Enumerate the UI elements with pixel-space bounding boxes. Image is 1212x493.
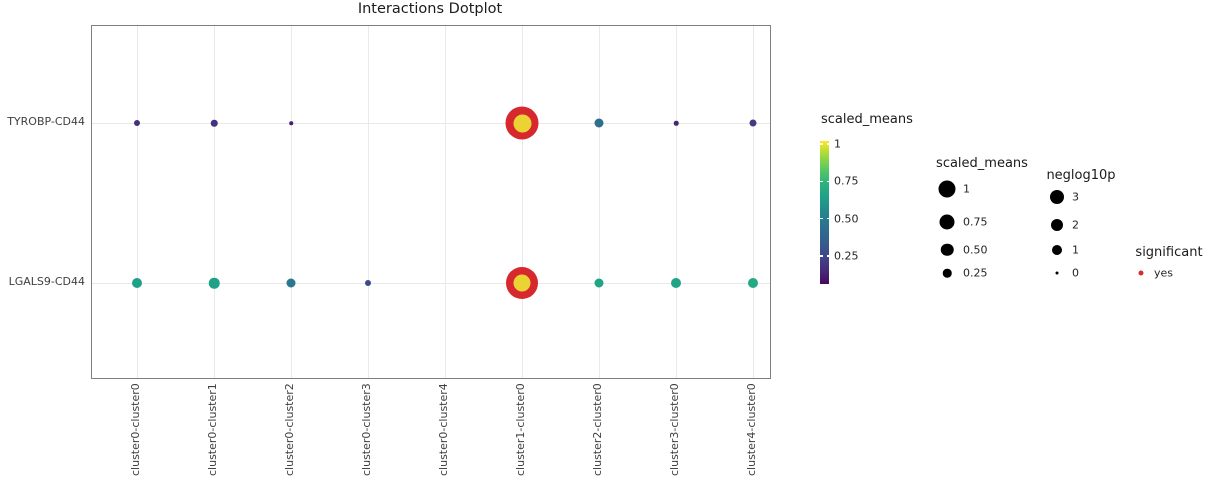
y-label-TYROBP-CD44: TYROBP-CD44 (7, 115, 85, 128)
size-legend-scaled-means-title: scaled_means (936, 156, 1028, 171)
colorbar-tick-label-1: 1 (834, 137, 841, 151)
dot-LGALS9-CD44-cluster0-cluster0 (132, 278, 142, 288)
dot-significant-LGALS9-CD44-cluster1-cluster0 (506, 267, 538, 299)
gridline-col-1 (213, 26, 215, 378)
gridline-col-7 (675, 26, 677, 378)
colorbar-tick-mark-right-1 (826, 180, 829, 183)
colorbar-tick-label-0.50: 0.50 (834, 212, 859, 225)
colorbar-tick-label-0.75: 0.75 (834, 174, 859, 188)
chart-title: Interactions Dotplot (357, 1, 503, 17)
size-scaled-means-label-0.25: 0.25 (963, 266, 988, 280)
dot-LGALS9-CD44-cluster0-cluster3 (365, 280, 371, 286)
dot-LGALS9-CD44-cluster3-cluster0 (671, 278, 681, 288)
gridline-col-4 (444, 26, 446, 378)
x-label-cluster1-cluster0: cluster1-cluster0 (514, 383, 527, 476)
colorbar-tick-mark-left-2 (820, 217, 823, 220)
significant-yes-dot (1138, 270, 1144, 276)
gridline-row-1 (92, 282, 770, 284)
colorbar-tick-mark-left-3 (820, 255, 823, 257)
colorbar-tick-mark-left-0 (820, 143, 823, 145)
gridline-col-3 (367, 26, 369, 378)
size-neglog10p-circle-0 (1055, 271, 1059, 275)
x-label-cluster4-cluster0: cluster4-cluster0 (745, 383, 758, 476)
dot-LGALS9-CD44-cluster4-cluster0 (748, 278, 758, 288)
size-neglog10p-label-3: 3 (1072, 190, 1079, 204)
dot-center-LGALS9-CD44-cluster1-cluster0 (513, 274, 531, 292)
gridline-col-5 (521, 26, 523, 378)
size-scaled-means-circle-0.50 (940, 243, 954, 256)
size-scaled-means-label-1: 1 (963, 182, 970, 196)
dot-TYROBP-CD44-cluster0-cluster2 (289, 121, 293, 125)
size-neglog10p-circle-3 (1050, 190, 1064, 204)
dot-LGALS9-CD44-cluster0-cluster1 (208, 277, 220, 289)
significant-legend-title: significant (1135, 245, 1203, 260)
dot-TYROBP-CD44-cluster3-cluster0 (673, 120, 679, 126)
size-legend-neglog10p-title: neglog10p (1046, 168, 1116, 183)
x-label-cluster0-cluster4: cluster0-cluster4 (437, 383, 450, 476)
x-label-cluster0-cluster0: cluster0-cluster0 (129, 383, 142, 476)
dot-LGALS9-CD44-cluster2-cluster0 (594, 278, 604, 288)
plot-panel (91, 25, 771, 379)
significant-yes-label: yes (1154, 266, 1174, 280)
x-label-cluster0-cluster2: cluster0-cluster2 (283, 383, 296, 476)
colorbar-tick-label-0.25: 0.25 (834, 249, 859, 263)
x-label-cluster0-cluster3: cluster0-cluster3 (360, 383, 373, 476)
gridline-col-8 (752, 26, 754, 378)
size-scaled-means-label-0.75: 0.75 (963, 215, 988, 229)
colorbar-gradient (820, 141, 829, 284)
colorbar-tick-mark-right-3 (826, 255, 829, 257)
dot-TYROBP-CD44-cluster4-cluster0 (749, 119, 757, 127)
size-scaled-means-circle-1 (938, 180, 956, 198)
size-neglog10p-circle-1 (1052, 244, 1062, 255)
size-scaled-means-label-0.50: 0.50 (963, 243, 988, 256)
gridline-row-0 (92, 122, 770, 124)
size-neglog10p-label-2: 2 (1072, 218, 1079, 231)
x-label-cluster2-cluster0: cluster2-cluster0 (591, 383, 604, 476)
gridline-col-6 (598, 26, 600, 378)
dot-TYROBP-CD44-cluster2-cluster0 (594, 118, 604, 128)
y-label-LGALS9-CD44: LGALS9-CD44 (8, 275, 85, 288)
dot-TYROBP-CD44-cluster0-cluster0 (134, 120, 140, 126)
size-scaled-means-circle-0.25 (942, 268, 952, 278)
colorbar-tick-mark-right-2 (826, 217, 829, 220)
dot-TYROBP-CD44-cluster0-cluster1 (210, 119, 218, 127)
x-label-cluster3-cluster0: cluster3-cluster0 (668, 383, 681, 476)
dot-LGALS9-CD44-cluster0-cluster2 (286, 278, 296, 288)
x-label-cluster0-cluster1: cluster0-cluster1 (206, 383, 219, 476)
dot-center-TYROBP-CD44-cluster1-cluster0 (513, 114, 531, 132)
dot-significant-TYROBP-CD44-cluster1-cluster0 (505, 106, 539, 140)
size-scaled-means-circle-0.75 (939, 214, 955, 230)
gridline-col-2 (290, 26, 292, 378)
size-neglog10p-label-0: 0 (1072, 266, 1079, 280)
gridline-col-0 (136, 26, 138, 378)
size-neglog10p-label-1: 1 (1072, 243, 1079, 256)
colorbar-legend-title: scaled_means (821, 112, 913, 127)
colorbar-tick-mark-right-0 (826, 143, 829, 145)
size-neglog10p-circle-2 (1051, 218, 1063, 231)
colorbar-tick-mark-left-1 (820, 180, 823, 183)
